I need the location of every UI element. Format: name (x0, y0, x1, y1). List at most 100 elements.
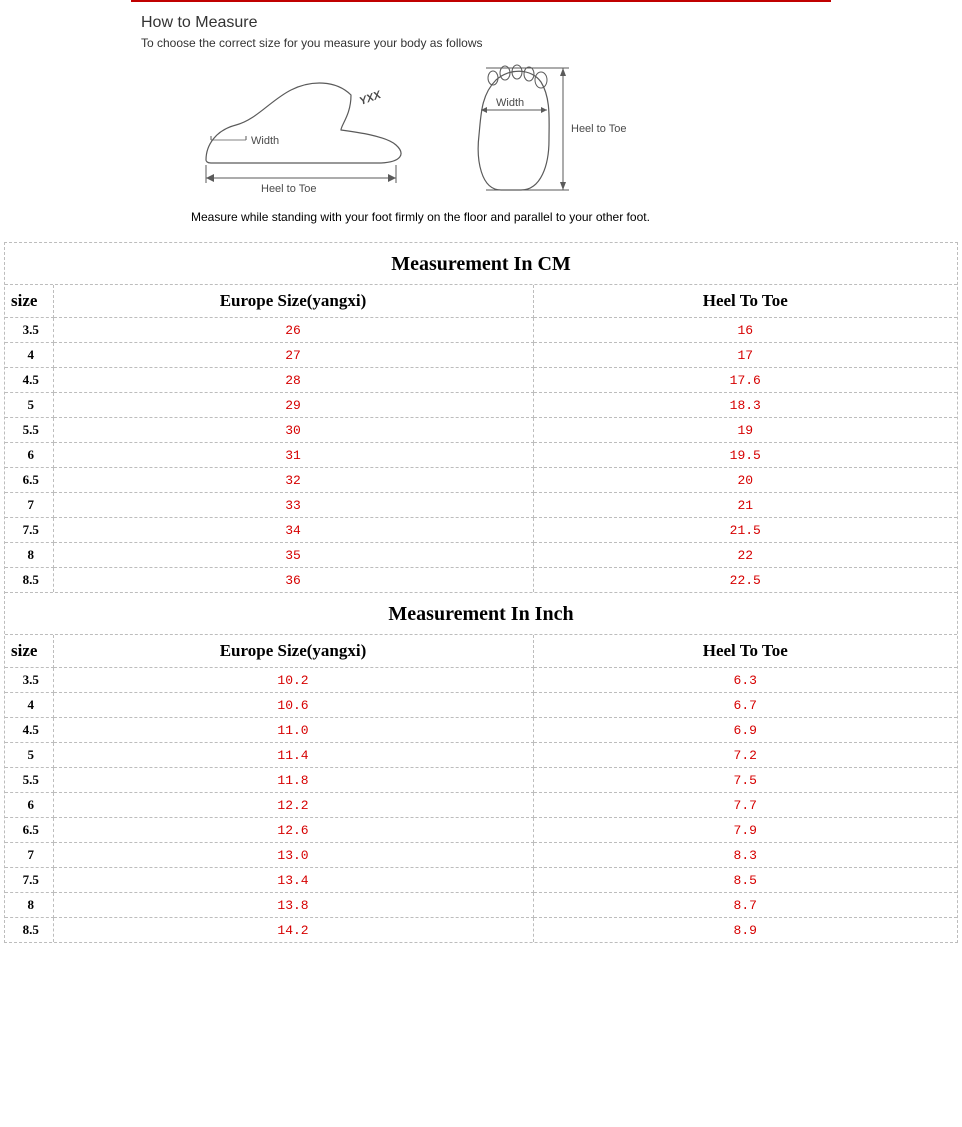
cell-size: 5.5 (5, 768, 53, 793)
cell-heel: 7.5 (533, 768, 957, 793)
table-row: 8.53622.5 (5, 568, 957, 593)
cell-europe: 27 (53, 343, 533, 368)
cell-size: 5 (5, 393, 53, 418)
cell-heel: 8.7 (533, 893, 957, 918)
cm-table-body: 3.52616427174.52817.652918.35.5301963119… (5, 318, 957, 593)
cell-europe: 32 (53, 468, 533, 493)
inch-section-title: Measurement In Inch (5, 592, 957, 635)
cell-heel: 18.3 (533, 393, 957, 418)
table-row: 3.510.26.3 (5, 668, 957, 693)
how-to-measure-title: How to Measure (141, 14, 821, 32)
cell-size: 7.5 (5, 868, 53, 893)
cm-table: size Europe Size(yangxi) Heel To Toe 3.5… (5, 285, 957, 592)
cell-europe: 35 (53, 543, 533, 568)
table-row: 63119.5 (5, 443, 957, 468)
cm-section-title: Measurement In CM (5, 243, 957, 285)
table-row: 7.513.48.5 (5, 868, 957, 893)
table-row: 73321 (5, 493, 957, 518)
cell-size: 4 (5, 343, 53, 368)
cell-heel: 6.7 (533, 693, 957, 718)
inch-table: size Europe Size(yangxi) Heel To Toe 3.5… (5, 635, 957, 942)
measure-note: Measure while standing with your foot fi… (141, 210, 821, 224)
cell-heel: 19 (533, 418, 957, 443)
cell-size: 8 (5, 543, 53, 568)
cell-europe: 34 (53, 518, 533, 543)
cell-heel: 8.9 (533, 918, 957, 943)
cell-heel: 6.3 (533, 668, 957, 693)
cell-heel: 17 (533, 343, 957, 368)
cell-size: 5.5 (5, 418, 53, 443)
cell-heel: 7.7 (533, 793, 957, 818)
cell-heel: 19.5 (533, 443, 957, 468)
cell-europe: 29 (53, 393, 533, 418)
cell-heel: 8.5 (533, 868, 957, 893)
cell-europe: 13.4 (53, 868, 533, 893)
table-row: 4.52817.6 (5, 368, 957, 393)
how-to-measure-block: How to Measure To choose the correct siz… (131, 14, 831, 238)
cell-europe: 26 (53, 318, 533, 343)
inch-col-europe: Europe Size(yangxi) (53, 635, 533, 668)
measurement-tables: Measurement In CM size Europe Size(yangx… (4, 242, 958, 943)
cell-heel: 22.5 (533, 568, 957, 593)
cell-heel: 7.9 (533, 818, 957, 843)
table-row: 6.512.67.9 (5, 818, 957, 843)
cell-size: 4.5 (5, 718, 53, 743)
cell-size: 4 (5, 693, 53, 718)
table-row: 52918.3 (5, 393, 957, 418)
table-row: 4.511.06.9 (5, 718, 957, 743)
table-row: 42717 (5, 343, 957, 368)
cell-heel: 17.6 (533, 368, 957, 393)
cell-heel: 21.5 (533, 518, 957, 543)
cell-europe: 13.0 (53, 843, 533, 868)
table-row: 8.514.28.9 (5, 918, 957, 943)
cell-europe: 10.6 (53, 693, 533, 718)
cell-heel: 20 (533, 468, 957, 493)
cell-europe: 11.0 (53, 718, 533, 743)
cm-col-europe: Europe Size(yangxi) (53, 285, 533, 318)
cell-europe: 33 (53, 493, 533, 518)
cell-size: 7.5 (5, 518, 53, 543)
cell-europe: 11.4 (53, 743, 533, 768)
cell-heel: 8.3 (533, 843, 957, 868)
cell-europe: 36 (53, 568, 533, 593)
table-row: 5.53019 (5, 418, 957, 443)
cell-size: 6.5 (5, 818, 53, 843)
cell-size: 8 (5, 893, 53, 918)
cell-size: 8.5 (5, 568, 53, 593)
foot-top-diagram: Width Heel to Toe (451, 60, 651, 200)
how-to-measure-subtitle: To choose the correct size for you measu… (141, 36, 821, 50)
cm-col-size: size (5, 285, 53, 318)
foot-side-diagram: Width Heel to Toe YXX (191, 70, 421, 200)
table-row: 5.511.87.5 (5, 768, 957, 793)
top-heel-label: Heel to Toe (571, 123, 626, 135)
foot-diagram-row: Width Heel to Toe YXX Width (141, 60, 821, 200)
cell-heel: 7.2 (533, 743, 957, 768)
cell-europe: 10.2 (53, 668, 533, 693)
cell-europe: 11.8 (53, 768, 533, 793)
table-row: 813.88.7 (5, 893, 957, 918)
cell-size: 7 (5, 843, 53, 868)
header-red-rule (131, 0, 831, 2)
side-width-label: Width (251, 135, 279, 147)
cell-heel: 16 (533, 318, 957, 343)
cell-size: 8.5 (5, 918, 53, 943)
cell-europe: 31 (53, 443, 533, 468)
cell-europe: 14.2 (53, 918, 533, 943)
cell-europe: 28 (53, 368, 533, 393)
cell-heel: 21 (533, 493, 957, 518)
side-heel-label: Heel to Toe (261, 183, 316, 195)
cell-size: 3.5 (5, 668, 53, 693)
cell-size: 4.5 (5, 368, 53, 393)
cell-size: 7 (5, 493, 53, 518)
cell-size: 5 (5, 743, 53, 768)
cell-europe: 12.6 (53, 818, 533, 843)
cell-heel: 22 (533, 543, 957, 568)
watermark-icon: YXX (358, 89, 383, 108)
table-row: 612.27.7 (5, 793, 957, 818)
inch-col-heel: Heel To Toe (533, 635, 957, 668)
cm-col-heel: Heel To Toe (533, 285, 957, 318)
table-row: 3.52616 (5, 318, 957, 343)
cell-heel: 6.9 (533, 718, 957, 743)
cell-size: 3.5 (5, 318, 53, 343)
cell-europe: 30 (53, 418, 533, 443)
